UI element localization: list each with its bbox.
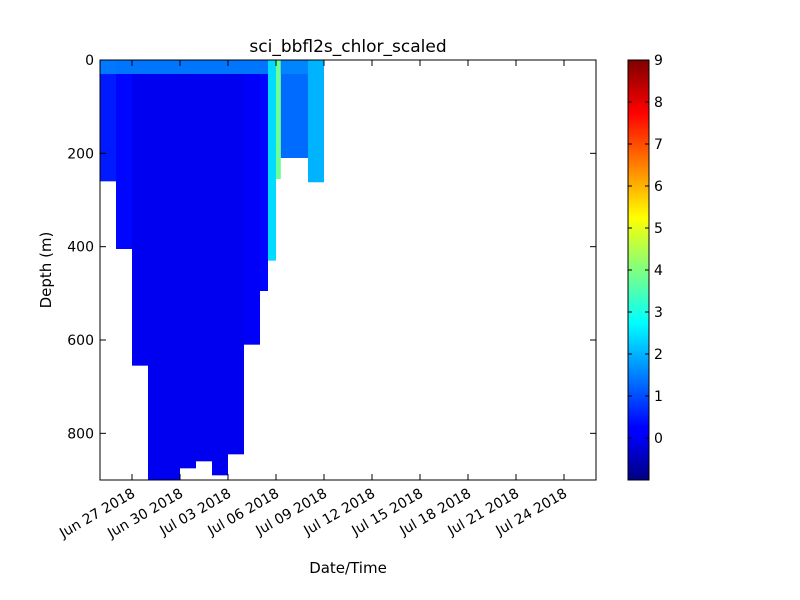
y-axis: 0 200 400 600 800 <box>67 53 596 442</box>
y-tick-label-2: 400 <box>67 240 94 256</box>
colorbar-tick-label-9: 9 <box>654 53 663 69</box>
y-axis-label: Depth (m) <box>37 232 55 309</box>
surface-band-7 <box>228 60 244 74</box>
colorbar-tick-label-0: 0 <box>654 431 663 447</box>
colorbar-tick-label-6: 6 <box>654 179 663 195</box>
y-tick-label-3: 600 <box>67 333 94 349</box>
profile-bar-5 <box>196 60 212 462</box>
surface-band-13 <box>308 60 324 74</box>
surface-band-11 <box>276 60 281 74</box>
surface-band-5 <box>196 60 212 74</box>
chart-title: sci_bbfl2s_chlor_scaled <box>249 37 446 57</box>
profile-bar-11 <box>276 60 281 179</box>
surface-band-3 <box>148 60 180 74</box>
colorbar-tick-label-7: 7 <box>654 137 663 153</box>
surface-band-9 <box>260 60 268 74</box>
profile-bar-1 <box>116 60 132 249</box>
y-tick-label-1: 200 <box>67 146 94 162</box>
profile-bar-3 <box>148 60 180 480</box>
profile-bar-2 <box>132 60 148 366</box>
data-layer <box>100 60 324 480</box>
surface-band-0 <box>100 60 116 74</box>
surface-band-10 <box>268 60 276 74</box>
profile-bar-0 <box>100 60 116 182</box>
surface-band-2 <box>132 60 148 74</box>
colorbar-tick-label-5: 5 <box>654 221 663 237</box>
colorbar-tick-label-8: 8 <box>654 95 663 111</box>
profile-bar-13 <box>308 60 324 183</box>
surface-band-6 <box>212 60 228 74</box>
profile-bar-10 <box>268 60 276 261</box>
surface-band-1 <box>116 60 132 74</box>
surface-band-12 <box>280 60 308 74</box>
profile-bar-12 <box>280 60 308 158</box>
surface-band-4 <box>180 60 196 74</box>
colorbar-tick-label-1: 1 <box>654 389 663 405</box>
y-tick-label-4: 800 <box>67 426 94 442</box>
profile-bar-6 <box>212 60 228 476</box>
colorbar-axis: 0 1 2 3 4 5 6 7 8 9 <box>628 53 663 447</box>
x-axis-label: Date/Time <box>309 559 387 577</box>
colorbar-tick-label-2: 2 <box>654 347 663 363</box>
colorbar-tick-label-4: 4 <box>654 263 663 279</box>
colorbar-tick-label-3: 3 <box>654 305 663 321</box>
profile-bar-7 <box>228 60 244 455</box>
profile-bar-4 <box>180 60 196 469</box>
y-tick-label-0: 0 <box>85 53 94 69</box>
profile-bar-8 <box>244 60 260 345</box>
surface-band-8 <box>244 60 260 74</box>
profile-bar-9 <box>260 60 268 291</box>
plot-frame <box>99 59 597 481</box>
